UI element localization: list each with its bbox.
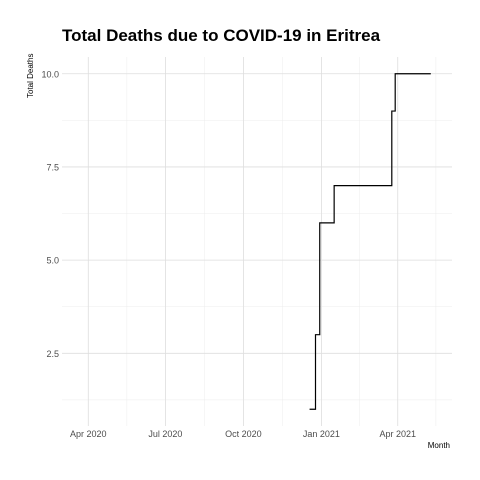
grid-minor — [62, 57, 452, 426]
y-tick-label: 10.0 — [41, 69, 59, 79]
y-tick-label: 2.5 — [46, 349, 59, 359]
x-tick-label: Apr 2020 — [70, 429, 107, 439]
y-tick-labels: 2.5 5.0 7.5 10.0 — [41, 69, 59, 359]
grid-major — [62, 57, 452, 426]
y-tick-label: 7.5 — [46, 162, 59, 172]
x-tick-label: Jul 2020 — [148, 429, 182, 439]
series-layer — [309, 73, 431, 410]
series-line-total-deaths — [309, 73, 431, 410]
chart-title: Total Deaths due to COVID-19 in Eritrea — [62, 26, 381, 45]
x-tick-labels: Apr 2020 Jul 2020 Oct 2020 Jan 2021 Apr 2021 — [70, 429, 416, 439]
x-tick-label: Apr 2021 — [379, 429, 416, 439]
x-tick-label: Oct 2020 — [225, 429, 262, 439]
x-axis-label: Month — [427, 441, 450, 450]
y-tick-label: 5.0 — [46, 256, 59, 266]
x-tick-label: Jan 2021 — [303, 429, 340, 439]
